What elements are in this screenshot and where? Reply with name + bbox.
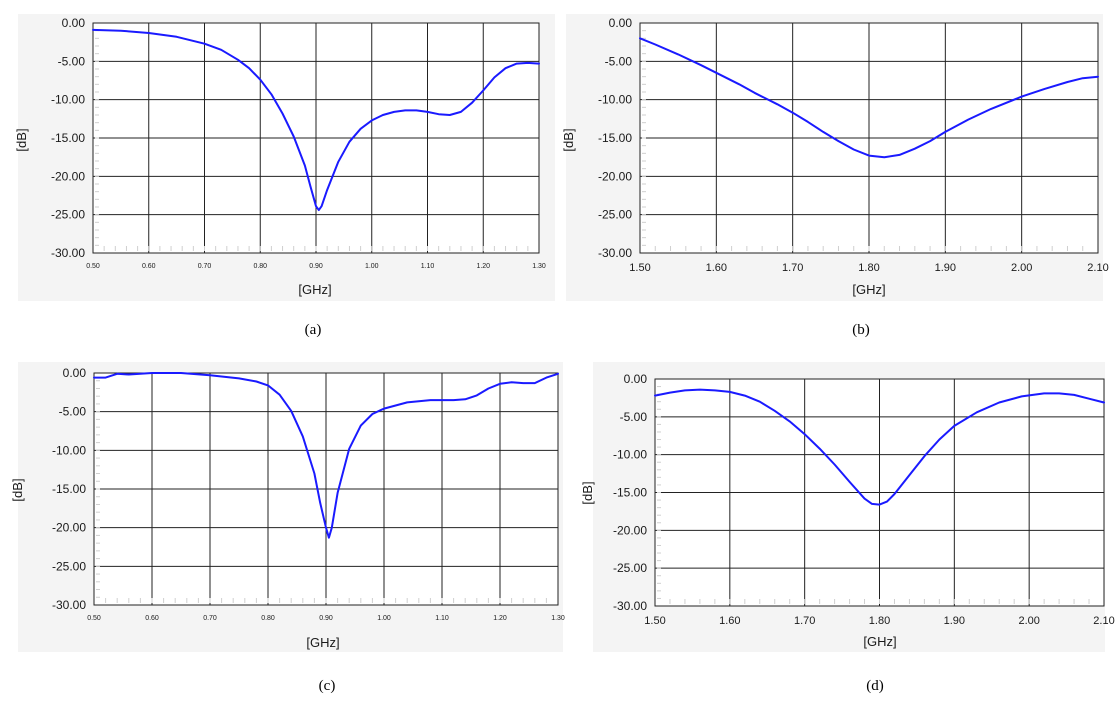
x-tick-label: 1.10 bbox=[435, 615, 449, 622]
series-line bbox=[93, 372, 559, 539]
x-tick-label: 1.50 bbox=[629, 262, 650, 274]
x-tick-label: 1.20 bbox=[476, 263, 490, 270]
y-tick-label: -15.00 bbox=[52, 482, 86, 496]
x-tick-label: 0.80 bbox=[253, 263, 267, 270]
y-tick-label: -30.00 bbox=[51, 246, 85, 260]
chart-panel-1: 1.50 1.60 1.70 1.80 1.90 2.00 2.10 0.00 -5.00 -10… bbox=[561, 14, 1109, 338]
x-tick-label: 2.10 bbox=[1087, 262, 1108, 274]
y-tick-label: -15.00 bbox=[598, 131, 632, 145]
x-tick-label: 0.60 bbox=[145, 615, 159, 622]
plot-frame bbox=[654, 378, 1105, 607]
y-axis-label: [dB] bbox=[10, 478, 25, 501]
y-axis-label: [dB] bbox=[580, 481, 595, 504]
panel-caption: (a) bbox=[305, 322, 322, 338]
x-tick-label: 1.60 bbox=[719, 615, 740, 627]
series-line bbox=[654, 388, 1105, 506]
y-tick-label: -5.00 bbox=[605, 54, 633, 68]
y-tick-label: 0.00 bbox=[62, 16, 86, 30]
y-tick-label: -30.00 bbox=[52, 598, 86, 612]
y-tick-label: -5.00 bbox=[620, 410, 648, 424]
x-tick-label: 2.00 bbox=[1018, 615, 1039, 627]
y-tick-label: -5.00 bbox=[58, 54, 86, 68]
x-tick-label: 0.70 bbox=[203, 615, 217, 622]
y-tick-label: -10.00 bbox=[52, 443, 86, 457]
chart-panel-2: 0.50 0.60 0.70 0.80 0.90 1.00 1.10 1.20 1.30 0.00… bbox=[10, 362, 565, 694]
x-tick-label: 0.90 bbox=[319, 615, 333, 622]
panel-caption: (c) bbox=[319, 678, 336, 694]
x-tick-label: 1.00 bbox=[365, 263, 379, 270]
y-axis-label: [dB] bbox=[561, 128, 576, 151]
x-axis-label: [GHz] bbox=[306, 635, 339, 650]
y-tick-label: 0.00 bbox=[624, 372, 648, 386]
plot-frame bbox=[92, 22, 540, 254]
chart-panel-0: 0.50 0.60 0.70 0.80 0.90 1.00 1.10 1.20 1.30 0.00… bbox=[14, 14, 555, 338]
x-tick-label: 0.70 bbox=[198, 263, 212, 270]
series-line bbox=[92, 28, 540, 212]
y-tick-label: -25.00 bbox=[51, 208, 85, 222]
panel-caption: (d) bbox=[866, 678, 884, 694]
x-tick-label: 1.80 bbox=[869, 615, 890, 627]
x-tick-label: 0.50 bbox=[86, 263, 100, 270]
panel-caption: (b) bbox=[852, 322, 870, 338]
plot-frame bbox=[93, 372, 559, 606]
x-tick-label: 1.70 bbox=[794, 615, 815, 627]
y-tick-label: -20.00 bbox=[613, 523, 647, 537]
x-tick-label: 1.00 bbox=[377, 615, 391, 622]
x-tick-label: 1.30 bbox=[551, 615, 565, 622]
y-tick-label: -15.00 bbox=[51, 131, 85, 145]
y-tick-label: -25.00 bbox=[598, 208, 632, 222]
y-tick-label: -20.00 bbox=[52, 521, 86, 535]
x-axis-label: [GHz] bbox=[863, 634, 896, 649]
x-tick-label: 1.20 bbox=[493, 615, 507, 622]
y-axis-label: [dB] bbox=[14, 128, 29, 151]
y-tick-label: -30.00 bbox=[613, 599, 647, 613]
x-tick-label: 1.10 bbox=[421, 263, 435, 270]
y-tick-label: -20.00 bbox=[51, 169, 85, 183]
x-tick-label: 1.70 bbox=[782, 262, 803, 274]
x-tick-label: 0.90 bbox=[309, 263, 323, 270]
y-tick-label: -25.00 bbox=[613, 561, 647, 575]
x-tick-label: 1.90 bbox=[935, 262, 956, 274]
x-tick-label: 0.80 bbox=[261, 615, 275, 622]
series-line bbox=[639, 37, 1099, 159]
x-tick-label: 0.60 bbox=[142, 263, 156, 270]
y-tick-label: -10.00 bbox=[598, 93, 632, 107]
y-tick-label: 0.00 bbox=[609, 16, 633, 30]
x-tick-label: 1.80 bbox=[858, 262, 879, 274]
plot-frame bbox=[639, 22, 1099, 254]
x-tick-label: 1.30 bbox=[532, 263, 546, 270]
x-tick-label: 1.50 bbox=[644, 615, 665, 627]
y-tick-label: -5.00 bbox=[59, 405, 87, 419]
y-tick-label: -30.00 bbox=[598, 246, 632, 260]
x-axis-label: [GHz] bbox=[852, 282, 885, 297]
y-tick-label: -25.00 bbox=[52, 559, 86, 573]
y-tick-label: 0.00 bbox=[63, 366, 87, 380]
y-tick-label: -10.00 bbox=[613, 448, 647, 462]
x-tick-label: 0.50 bbox=[87, 615, 101, 622]
chart-panel-3: 1.50 1.60 1.70 1.80 1.90 2.00 2.10 0.00 -5.00 -10… bbox=[580, 362, 1115, 694]
x-tick-label: 1.90 bbox=[944, 615, 965, 627]
x-tick-label: 2.00 bbox=[1011, 262, 1032, 274]
x-axis-label: [GHz] bbox=[298, 282, 331, 297]
y-tick-label: -15.00 bbox=[613, 486, 647, 500]
x-tick-label: 2.10 bbox=[1093, 615, 1114, 627]
y-tick-label: -20.00 bbox=[598, 169, 632, 183]
y-tick-label: -10.00 bbox=[51, 93, 85, 107]
x-tick-label: 1.60 bbox=[706, 262, 727, 274]
